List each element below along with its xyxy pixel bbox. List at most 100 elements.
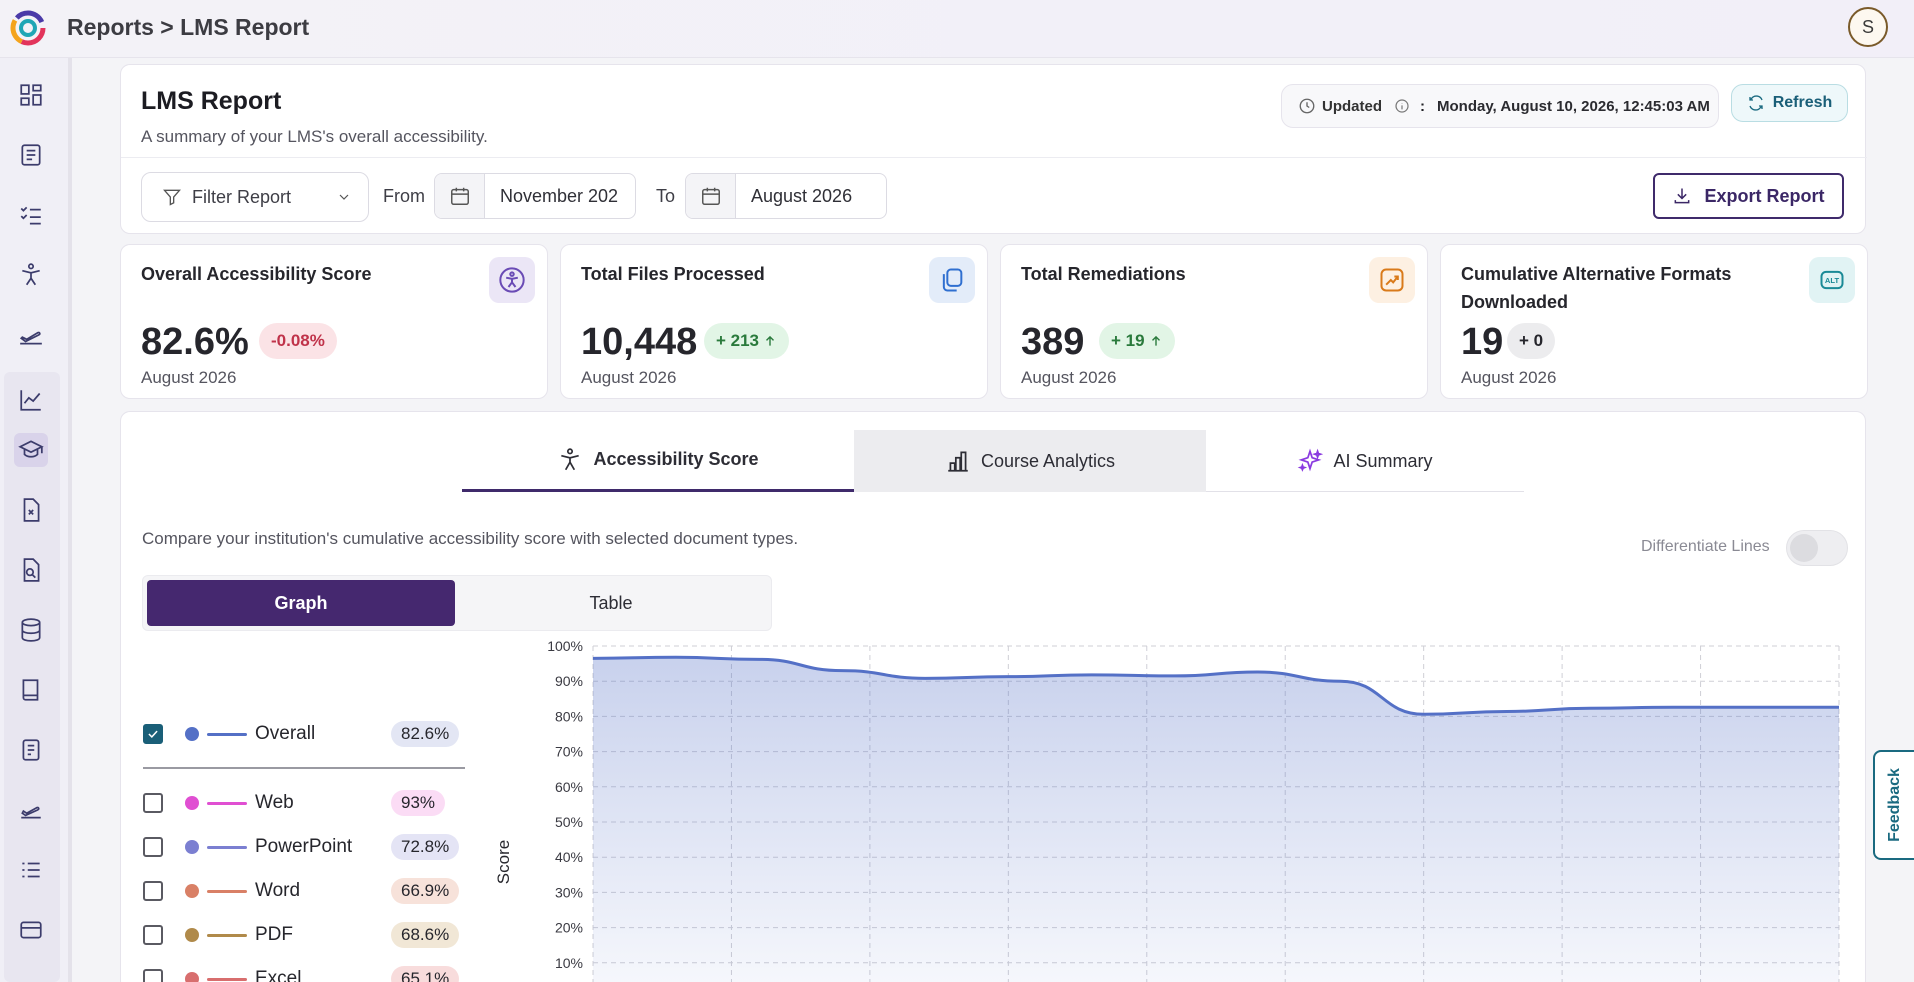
book-icon[interactable] (14, 673, 48, 707)
to-date-value[interactable]: August 2026 (751, 185, 853, 206)
y-tick-label: 60% (555, 779, 583, 795)
feedback-label: Feedback (1885, 768, 1903, 842)
differentiate-lines-toggle[interactable] (1786, 530, 1848, 566)
feedback-tab[interactable]: Feedback (1873, 750, 1914, 860)
header-divider (121, 157, 1867, 158)
from-date-field[interactable]: November 202 (434, 173, 636, 219)
accessibility-score-chart[interactable]: 100% 90% 80% 70% 60% 50% 40% 30% 20% 10% Score (481, 638, 1841, 982)
export-label: Export Report (1704, 185, 1825, 206)
document-icon[interactable] (14, 138, 48, 172)
sidebar-reports-group (4, 372, 60, 982)
svg-text:ALT: ALT (1825, 276, 1840, 285)
chevron-down-icon (339, 194, 349, 200)
stat-title: Total Files Processed (581, 264, 765, 284)
legend-value: 65.1% (391, 966, 460, 982)
plane-small-icon[interactable] (14, 793, 48, 827)
series-line-overall[interactable] (592, 655, 1839, 716)
legend-checkbox[interactable] (143, 969, 163, 982)
legend-name: Overall (255, 723, 316, 744)
legend-item-web[interactable]: Web 93% (143, 788, 463, 818)
legend-item-excel[interactable]: Excel 65.1% (143, 964, 463, 982)
tab-accessibility-score[interactable]: Accessibility Score (462, 430, 854, 492)
table-view-button[interactable]: Table (589, 592, 633, 613)
card-icon[interactable] (14, 913, 48, 947)
filter-icon (163, 189, 181, 206)
refresh-label: Refresh (1772, 94, 1833, 111)
legend-dot (185, 796, 199, 810)
legend-line (207, 801, 247, 805)
to-date-field[interactable]: August 2026 (685, 173, 887, 219)
notes-icon[interactable] (14, 733, 48, 767)
legend-dot (185, 840, 199, 854)
from-label: From (383, 186, 425, 206)
dashboard-icon[interactable] (14, 78, 48, 112)
download-icon (1675, 188, 1690, 204)
stat-change-badge: -0.08% (259, 323, 337, 359)
database-icon[interactable] (14, 613, 48, 647)
legend-line (207, 977, 247, 981)
legend-checkbox[interactable] (143, 837, 163, 857)
filter-report-dropdown[interactable]: Filter Report (141, 172, 369, 222)
line-chart-icon[interactable] (14, 383, 48, 417)
toggle-knob (1790, 534, 1818, 562)
legend-name: Word (255, 880, 301, 901)
legend-item-powerpoint[interactable]: PowerPoint 72.8% (143, 832, 463, 862)
graduation-cap-icon[interactable] (14, 433, 48, 467)
avatar[interactable]: S (1848, 7, 1888, 47)
stat-change-badge: + 0 (1507, 323, 1556, 359)
list-icon[interactable] (14, 853, 48, 887)
tab-bar: Accessibility Score Course Analytics AI … (462, 430, 1524, 492)
legend-checkbox[interactable] (143, 925, 163, 945)
accessibility-icon[interactable] (14, 258, 48, 292)
stat-title: Total Remediations (1021, 264, 1186, 284)
arrow-up-icon (1151, 335, 1160, 346)
legend-dot (185, 928, 199, 942)
tab-ai-summary[interactable]: AI Summary (1206, 430, 1524, 492)
filter-label: Filter Report (192, 186, 292, 207)
stat-value: 19 (1461, 321, 1504, 363)
y-tick-label: 100% (547, 638, 583, 654)
app-logo[interactable] (8, 8, 48, 48)
legend-item-word[interactable]: Word 66.9% (143, 876, 463, 906)
refresh-icon (1749, 95, 1763, 111)
calendar-icon (450, 187, 469, 205)
y-tick-label: 30% (555, 884, 583, 900)
from-date-value[interactable]: November 202 (500, 185, 619, 206)
tab-course-analytics[interactable]: Course Analytics (854, 430, 1206, 492)
legend-checkbox[interactable] (143, 793, 163, 813)
legend-checkbox[interactable] (143, 881, 163, 901)
legend-name: PowerPoint (255, 836, 353, 857)
copy-files-icon (929, 257, 975, 303)
arrow-up-icon (766, 335, 775, 346)
accessibility-icon (489, 257, 535, 303)
graph-view-button[interactable]: Graph (147, 580, 455, 626)
legend-value: 72.8% (391, 834, 460, 860)
chart-description: Compare your institution's cumulative ac… (142, 529, 799, 548)
stat-period: August 2026 (1021, 368, 1117, 387)
export-report-button[interactable]: Export Report (1653, 173, 1844, 219)
info-icon[interactable] (1394, 98, 1410, 114)
page-title: LMS Report (141, 87, 282, 115)
file-search-icon[interactable] (14, 553, 48, 587)
y-tick-label: 40% (555, 849, 583, 865)
breadcrumb[interactable]: Reports > LMS Report (67, 14, 310, 40)
refresh-button[interactable]: Refresh (1731, 84, 1848, 122)
legend-checkbox[interactable] (143, 724, 163, 744)
page-subtitle: A summary of your LMS's overall accessib… (141, 127, 488, 146)
clock-icon (1299, 98, 1315, 114)
top-bar: Reports > LMS Report S (0, 0, 1914, 58)
stat-change-value: + 19 (1111, 331, 1145, 350)
checklist-icon[interactable] (14, 198, 48, 232)
updated-timestamp: Monday, August 10, 2026, 12:45:03 AM (1437, 97, 1710, 115)
legend-line (207, 889, 247, 893)
sparkle-icon (1298, 448, 1324, 472)
file-x-icon[interactable] (14, 493, 48, 527)
sidebar-divider (68, 58, 72, 982)
legend-item-pdf[interactable]: PDF 68.6% (143, 920, 463, 950)
plane-icon[interactable] (14, 318, 48, 352)
legend-dot (185, 727, 199, 741)
stat-period: August 2026 (141, 368, 237, 387)
legend-dot (185, 972, 199, 982)
last-updated: Updated : Monday, August 10, 2026, 12:45… (1281, 84, 1719, 128)
legend-item-overall[interactable]: Overall 82.6% (143, 719, 463, 749)
